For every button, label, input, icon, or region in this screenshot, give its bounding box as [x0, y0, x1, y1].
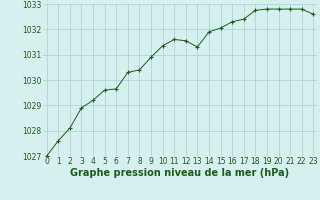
- X-axis label: Graphe pression niveau de la mer (hPa): Graphe pression niveau de la mer (hPa): [70, 168, 290, 178]
